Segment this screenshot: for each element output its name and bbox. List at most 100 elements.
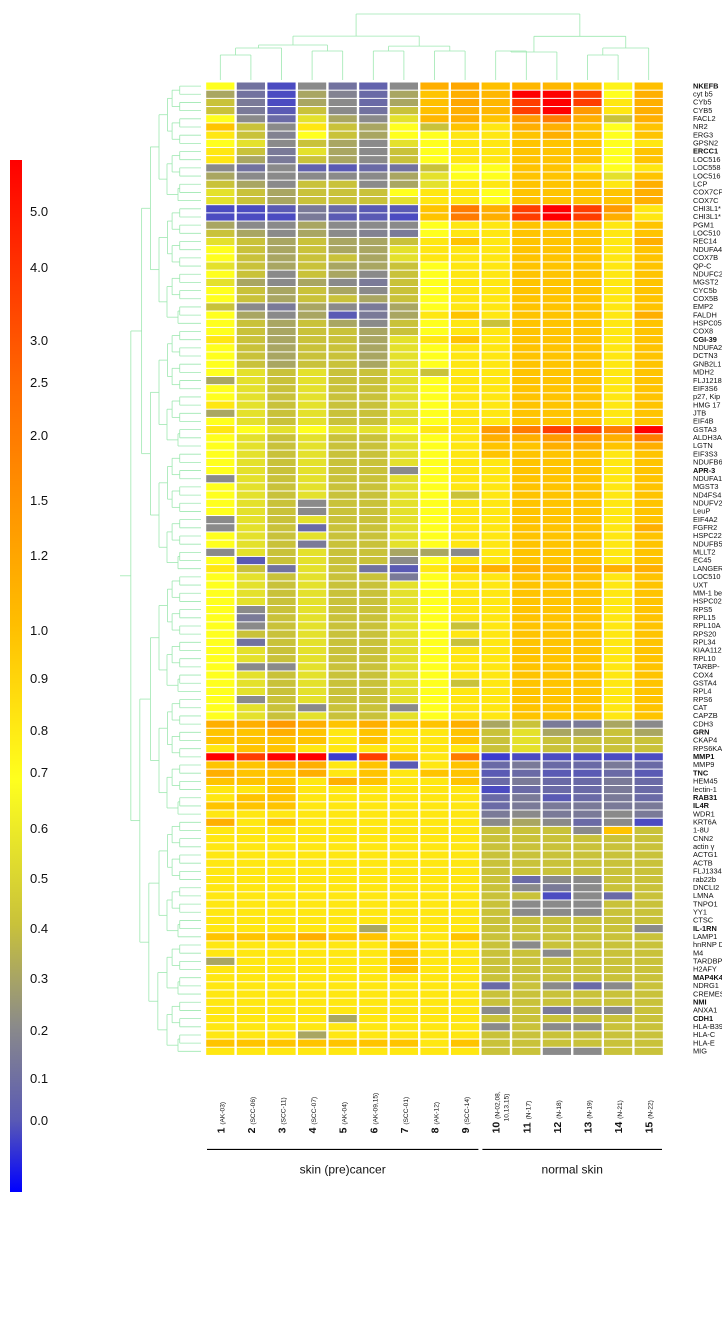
heatmap-cell xyxy=(542,843,571,851)
heatmap-cell xyxy=(573,655,602,663)
heatmap-cell xyxy=(451,311,480,319)
heatmap-cell xyxy=(512,777,541,785)
heatmap-cell xyxy=(298,164,327,172)
heatmap-cell xyxy=(573,949,602,957)
heatmap-cell xyxy=(481,221,510,229)
row-label: CAPZB xyxy=(693,711,718,720)
column-label-continued: 10,13,15) xyxy=(504,1094,511,1122)
heatmap-cell xyxy=(604,900,633,908)
heatmap-cell xyxy=(298,753,327,761)
heatmap-cell xyxy=(512,499,541,507)
heatmap-cell xyxy=(236,401,265,409)
heatmap-cell xyxy=(604,409,633,417)
heatmap-cell xyxy=(389,532,418,540)
heatmap-cell xyxy=(604,131,633,139)
heatmap-cell xyxy=(267,589,296,597)
heatmap-cell xyxy=(206,892,235,900)
heatmap-cell xyxy=(512,344,541,352)
heatmap-cell xyxy=(451,450,480,458)
heatmap-cell xyxy=(573,556,602,565)
heatmap-cell xyxy=(512,368,541,376)
heatmap-cell xyxy=(573,810,602,818)
heatmap-cell xyxy=(298,336,327,344)
heatmap-cell xyxy=(236,696,265,704)
heatmap-cell xyxy=(512,556,541,565)
heatmap-cell xyxy=(267,933,296,941)
heatmap-cell xyxy=(328,728,357,736)
heatmap-cell xyxy=(634,205,663,213)
heatmap-cell xyxy=(236,565,265,573)
heatmap-cell xyxy=(298,597,327,606)
heatmap-cell xyxy=(634,687,663,695)
heatmap-cell xyxy=(604,785,633,794)
heatmap-cell xyxy=(512,442,541,450)
heatmap-cell xyxy=(267,712,296,720)
heatmap-cell xyxy=(573,491,602,499)
heatmap-cell xyxy=(298,925,327,933)
heatmap-cell xyxy=(481,745,510,753)
heatmap-cell xyxy=(573,303,602,311)
heatmap-cell xyxy=(328,843,357,851)
heatmap-cell xyxy=(206,548,235,556)
heatmap-cell xyxy=(267,884,296,892)
heatmap-cell xyxy=(206,540,235,548)
heatmap-cell xyxy=(604,655,633,663)
heatmap-cell xyxy=(634,802,663,810)
heatmap-cell xyxy=(542,998,571,1006)
heatmap-cell xyxy=(634,524,663,532)
heatmap-cell xyxy=(359,974,388,982)
heatmap-cell xyxy=(542,221,571,229)
heatmap-cell xyxy=(236,164,265,172)
heatmap-cell xyxy=(604,802,633,810)
heatmap-cell xyxy=(328,769,357,777)
heatmap-cell xyxy=(328,679,357,687)
heatmap-cell xyxy=(298,867,327,875)
heatmap-cell xyxy=(634,908,663,916)
heatmap-cell xyxy=(328,761,357,769)
heatmap-cell xyxy=(420,655,449,663)
heatmap-cell xyxy=(389,761,418,769)
heatmap-cell xyxy=(359,352,388,360)
heatmap-cell xyxy=(604,867,633,875)
heatmap-cell xyxy=(267,974,296,982)
heatmap-cell xyxy=(512,393,541,401)
heatmap-cell xyxy=(604,1006,633,1015)
row-label: RPS20 xyxy=(693,629,716,638)
heatmap-cell xyxy=(206,458,235,466)
heatmap-cell xyxy=(481,311,510,319)
heatmap-cell xyxy=(389,524,418,532)
row-label: NKEFB xyxy=(693,81,718,90)
heatmap-cell xyxy=(634,458,663,466)
heatmap-cell xyxy=(359,270,388,278)
heatmap-cell xyxy=(634,131,663,139)
heatmap-cell xyxy=(634,957,663,965)
heatmap-cell xyxy=(634,785,663,794)
heatmap-cell xyxy=(328,957,357,965)
heatmap-cell xyxy=(451,696,480,704)
heatmap-cell xyxy=(512,1023,541,1031)
heatmap-cell xyxy=(573,916,602,925)
heatmap-cell xyxy=(267,957,296,965)
heatmap-cell xyxy=(359,982,388,990)
heatmap-cell xyxy=(634,1039,663,1047)
heatmap-cell xyxy=(236,483,265,491)
heatmap-cell xyxy=(236,835,265,843)
column-label: 13 (N-19) xyxy=(583,1100,595,1133)
heatmap-cell xyxy=(420,82,449,90)
heatmap-cell xyxy=(298,835,327,843)
heatmap-cell xyxy=(420,875,449,884)
heatmap-cell xyxy=(236,450,265,458)
heatmap-cell xyxy=(573,548,602,556)
heatmap-cell xyxy=(389,237,418,246)
heatmap-cell xyxy=(542,164,571,172)
heatmap-cell xyxy=(573,818,602,826)
heatmap-cell xyxy=(542,205,571,213)
heatmap-cell xyxy=(451,139,480,147)
heatmap-cell xyxy=(542,720,571,728)
heatmap-cell xyxy=(206,949,235,957)
heatmap-cell xyxy=(236,516,265,524)
heatmap-cell xyxy=(298,687,327,695)
heatmap-cell xyxy=(359,499,388,507)
heatmap-cell xyxy=(634,597,663,606)
row-label: JTB xyxy=(693,409,706,418)
